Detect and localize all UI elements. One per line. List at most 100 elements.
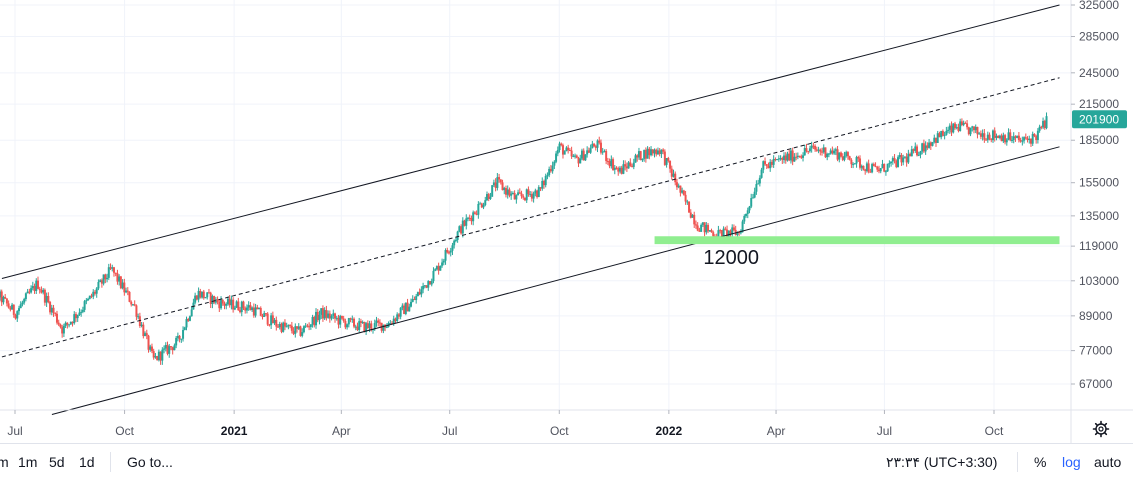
candle-body (938, 133, 941, 138)
candle-body (511, 193, 514, 195)
candle-body (4, 296, 7, 299)
price-tick-label: 67000 (1079, 377, 1113, 391)
candle-body (613, 167, 616, 171)
log-scale-toggle[interactable]: log (1062, 454, 1081, 470)
candle-body (245, 307, 248, 311)
candle-body (743, 216, 746, 222)
candle-body (358, 321, 361, 330)
candle-body (504, 188, 507, 195)
candle-body (126, 290, 129, 292)
candle-body (83, 301, 86, 310)
candle-body (1007, 132, 1010, 140)
candle-body (472, 212, 475, 222)
candle-body (574, 155, 577, 157)
range-button-1m[interactable]: 1m (18, 454, 38, 470)
candle-body (263, 313, 266, 318)
candle-body (133, 304, 136, 306)
candle-body (758, 177, 761, 184)
candle-body (1012, 136, 1015, 140)
candle-body (681, 190, 684, 193)
candle-body (570, 150, 573, 157)
candle-body (983, 133, 986, 140)
candle-body (650, 149, 653, 156)
candle-body (473, 212, 476, 214)
candle-body (871, 164, 874, 173)
candle-body (328, 313, 331, 319)
candle-body (270, 315, 273, 326)
candle-body (922, 143, 925, 152)
candle-body (732, 227, 735, 230)
goto-button[interactable]: Go to... (127, 454, 173, 470)
candle-body (327, 313, 330, 318)
range-button-1d[interactable]: 1d (79, 454, 95, 470)
candle-body (292, 330, 295, 334)
candle-body (641, 158, 644, 161)
candle-body (277, 326, 280, 328)
candle-body (964, 122, 967, 124)
candle-body (401, 305, 404, 308)
candle-body (843, 155, 846, 160)
range-button-partial[interactable]: m (0, 454, 9, 470)
candle-body (719, 230, 722, 232)
candle-body (928, 142, 931, 148)
candle-body (991, 130, 994, 141)
candle-body (306, 325, 309, 327)
candle-body (501, 182, 504, 191)
candle-body (266, 313, 269, 325)
candle-body (781, 158, 784, 161)
candle-body (736, 232, 739, 236)
candle-body (119, 276, 122, 289)
time-axis[interactable]: Jul Oct 2021 Apr Jul Oct 2022 Apr Jul Oct (7, 410, 1004, 438)
range-button-5d[interactable]: 5d (49, 454, 65, 470)
candle-body (1017, 135, 1020, 140)
candle-body (458, 226, 461, 232)
candle-body (93, 291, 96, 294)
percent-toggle[interactable]: % (1034, 454, 1047, 470)
price-tick-label: 325000 (1079, 0, 1119, 12)
candle-body (852, 164, 855, 166)
candle-body (541, 181, 544, 189)
candle-body (125, 290, 128, 293)
price-chart[interactable]: 12000 325000 285000 245000 215000 185000 1550… (0, 0, 1133, 443)
candle-body (988, 134, 991, 139)
candle-body (81, 309, 84, 312)
candle-body (21, 302, 24, 305)
candle-body (156, 356, 159, 361)
candle-body (660, 149, 663, 155)
candle-body (978, 133, 981, 135)
candle-body (109, 267, 112, 269)
candle-body (651, 149, 654, 154)
candle-body (261, 315, 264, 318)
candle-body (57, 322, 60, 325)
candle-body (612, 159, 615, 171)
candle-body (537, 187, 540, 198)
candle-body (822, 147, 825, 153)
candle-body (69, 321, 72, 325)
candle-body (891, 158, 894, 162)
candle-body (320, 308, 323, 315)
candle-body (468, 217, 471, 219)
candle-body (615, 167, 618, 169)
candle-body (216, 299, 219, 303)
auto-scale-toggle[interactable]: auto (1094, 454, 1122, 470)
candle-body (827, 153, 830, 155)
candle-body (137, 316, 140, 318)
timezone-clock[interactable]: ۲۳:۳۴ (UTC+3:30) (886, 454, 998, 470)
gear-icon[interactable] (1092, 420, 1110, 438)
candle-body (739, 232, 742, 234)
price-axis[interactable]: 325000 285000 245000 215000 185000 155000 1350… (1071, 0, 1119, 391)
candle-body (985, 139, 988, 141)
candle-body (240, 301, 243, 313)
candle-body (955, 127, 958, 129)
candle-body (480, 203, 483, 208)
candle-body (960, 121, 963, 125)
candle-body (344, 320, 347, 328)
candle-body (872, 164, 875, 167)
candle-body (498, 177, 501, 180)
candle-body (30, 288, 33, 293)
candle-body (138, 316, 141, 326)
candle-body (770, 161, 773, 165)
candle-body (684, 194, 687, 202)
candle-body (275, 319, 278, 327)
candle-body (846, 152, 849, 157)
